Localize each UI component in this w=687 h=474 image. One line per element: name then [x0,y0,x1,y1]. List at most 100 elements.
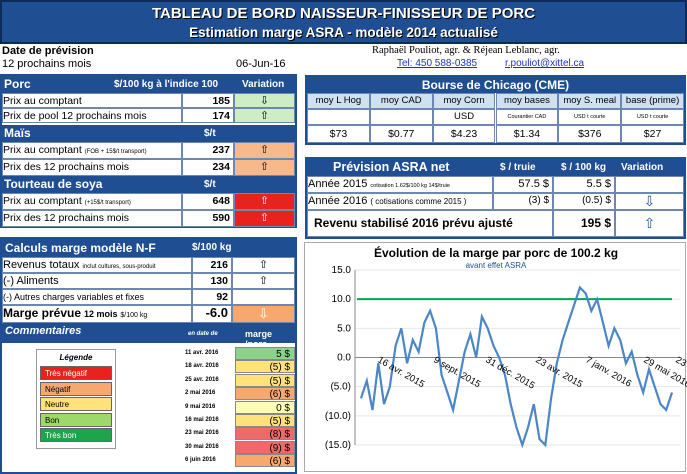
aliments-value: 130 [192,273,232,289]
y-tick-label: 15.0 [332,265,352,276]
chicago-col-value: $27 [621,125,684,143]
comment-margin-value: (5) $ [235,360,295,374]
marge-label: Marge prévue [3,306,82,320]
margin-series-line [359,285,674,449]
prices-panel [0,74,297,228]
asra-title: Prévision ASRA net [333,160,450,174]
mais-spot-label: Prix au comptant [3,144,82,156]
chicago-col-unit: USD t courte [621,109,684,125]
comment-margin-value: 5 $ [235,347,295,360]
comment-date: 25 avr. 2016 [185,376,219,383]
asra-2016-sub: ( cotisations comme 2015 ) [370,197,467,206]
comment-margin-value: (5) $ [235,414,295,427]
authors: Raphaël Pouliot, agr. & Réjean Leblanc, … [372,45,560,56]
chicago-col-header: moy bases [495,93,559,109]
comment-margin-value: (6) $ [235,454,295,468]
margin-chart: Évolution de la marge par porc de 100.2 … [304,242,687,472]
comment-row: 11 avr. 2016 5 $ [183,347,295,360]
comments-title: Commentaires [5,325,82,337]
comment-date: 18 avr. 2016 [185,363,219,370]
mais-row-label: Prix des 12 prochains mois [2,159,182,176]
chicago-col-value: $73 [307,125,370,143]
comment-margin-value: (5) $ [235,373,295,387]
variation-header: Variation [242,79,285,90]
calculs-title: Calculs marge modèle N-F [5,241,156,255]
up-arrow-icon: ⇧ [234,142,295,159]
comment-row: 2 mai 2016 (6) $ [183,387,295,401]
porc-header: Porc $/100 kg à l'indice 100 Variation [2,76,295,93]
y-tick-label: 10.0 [332,294,352,305]
calculs-panel [0,237,297,474]
soya-row-label: Prix des 12 prochains mois [2,210,182,227]
chart-title: Évolution de la marge par porc de 100.2 … [373,246,619,260]
legend-item: Très bon [40,428,112,442]
comments-header: Commentaires en date de marge /porc [2,323,295,349]
x-tick-label: 9 sept. 2015 [432,355,483,391]
revenus-row: Revenus totaux inclut cultures, sous-pro… [2,257,192,273]
up-arrow-icon: ⇧ [234,210,295,227]
comments-date-col: en date de [188,331,218,337]
chicago-col-header: moy CAD [369,93,433,109]
asra-2016-100kg: (0.5) $ [553,193,615,210]
porc-row-label: Prix de pool 12 prochains mois [2,108,182,123]
mais-12m-value: 234 [182,159,234,176]
asra-2015-variation [615,176,684,193]
comment-row: 9 mai 2016 0 $ [183,400,295,414]
legend-title: Légende [59,353,93,362]
asra-2016-truie: (3) $ [493,193,553,210]
porc-unit: $/100 kg à l'indice 100 [114,79,219,90]
chicago-col-header: base (prime) [621,93,684,109]
mais-header: Maïs $/t [2,125,295,142]
comment-date: 2 mai 2016 [185,390,216,397]
mais-spot-row: Prix au comptant (FOB + 15$/t transport) [2,142,182,159]
asra-col-variation: Variation [621,162,664,173]
soya-header: Tourteau de soya $/t [2,176,295,193]
forecast-date: 06-Jun-16 [236,58,286,70]
x-tick-label: 31 déc. 2015 [484,355,537,392]
up-arrow-icon: ⇧ [232,257,295,273]
y-tick-label: (5.0) [330,382,351,393]
chicago-col-unit [307,109,370,125]
autres-value: 92 [192,289,232,305]
comment-row: 25 avr. 2016 (5) $ [183,373,295,387]
marge-value: -6.0 [192,305,232,323]
up-arrow-icon: ⇧ [234,159,295,176]
email-link[interactable]: r.pouliot@xittel.ca [505,58,585,69]
dashboard-subtitle: Estimation marge ASRA - modèle 2014 actu… [189,25,498,40]
y-tick-label: 5.0 [337,323,351,334]
comment-margin-value: 0 $ [235,400,295,414]
asra-2015-row: Année 2015 cotisation 1.62$/100 kg 14$/t… [307,176,493,193]
chicago-panel [305,75,686,145]
phone-link[interactable]: Tel: 450 588-0385 [397,58,478,69]
chart-plot: 15.0 10.0 5.0 0.0 (5.0) (10.0) (15.0) 16 avr. 2… [325,265,687,451]
calculs-unit: $/100 kg [192,242,232,253]
asra-col-truie: $ / truie [500,162,536,173]
x-tick-label: 16 avr. 2015 [376,355,427,391]
chicago-col-header: moy L Hog [307,93,370,109]
asra-2016-label: Année 2016 [308,195,368,207]
porc-pool-value: 174 [182,108,234,123]
asra-header: Prévision ASRA net $ / truie $ / 100 kg … [307,159,684,176]
porc-row-label: Prix au comptant [2,93,182,108]
comment-margin-value: (8) $ [235,427,295,441]
soya-spot-sub: (+15$/t transport) [84,200,131,206]
comment-date: 30 mai 2016 [185,443,219,450]
marge-period: 12 mois [83,309,118,319]
asra-panel [305,157,686,239]
comment-date: 9 mai 2016 [185,403,216,410]
comment-date: 11 avr. 2016 [185,350,219,356]
up-arrow-icon: ⇧ [615,210,684,237]
revenus-value: 216 [192,257,232,273]
comment-row: 23 mai 2016 (8) $ [183,427,295,441]
down-arrow-icon: ⇩ [234,93,295,108]
calculs-header: Calculs marge modèle N-F $/100 kg [2,239,295,257]
soya-title: Tourteau de soya [4,177,103,191]
y-tick-label: (15.0) [325,440,351,451]
mais-unit: $/t [204,128,216,139]
down-arrow-icon: ⇩ [232,305,295,323]
comment-date: 16 mai 2016 [185,417,219,423]
comment-margin-value: (9) $ [235,440,295,454]
chicago-grid: moy L Hog $73 moy CAD $0.77 moy Corn USD $4.23… [307,93,684,143]
comment-row: 16 mai 2016 (5) $ [183,414,295,427]
soya-unit: $/t [204,179,216,190]
